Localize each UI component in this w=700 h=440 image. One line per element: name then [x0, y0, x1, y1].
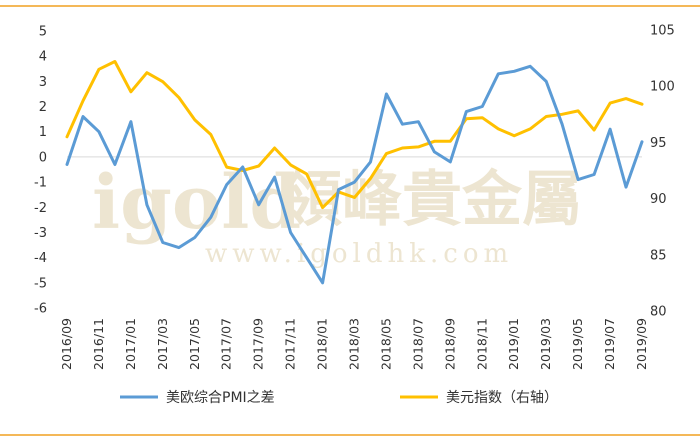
x-tick-label: 2019/01 — [506, 318, 521, 370]
left-tick-label: -6 — [34, 302, 47, 317]
x-tick-label: 2017/11 — [283, 318, 298, 370]
x-tick-label: 2017/09 — [251, 318, 266, 370]
x-tick-label: 2017/01 — [123, 318, 138, 370]
x-tick-label: 2016/09 — [59, 318, 74, 370]
watermark: igold 領峰貴金屬 www.igoldhk.com — [92, 160, 582, 269]
left-tick-label: 0 — [39, 150, 47, 165]
left-tick-label: 4 — [39, 50, 47, 65]
left-tick-label: 3 — [39, 75, 47, 90]
x-tick-label: 2019/09 — [634, 318, 649, 370]
x-tick-label: 2017/03 — [155, 318, 170, 370]
x-tick-label: 2018/03 — [347, 318, 362, 370]
x-tick-label: 2017/07 — [219, 318, 234, 370]
right-tick-label: 85 — [650, 248, 667, 263]
legend-item-usd-index: 美元指数（右轴） — [400, 390, 558, 406]
left-tick-label: 2 — [39, 100, 47, 115]
x-tick-label: 2018/09 — [442, 318, 457, 370]
legend-label: 美欧综合PMI之差 — [166, 390, 275, 406]
x-tick-label: 2019/07 — [602, 318, 617, 370]
left-tick-label: -4 — [34, 251, 47, 266]
x-tick-label: 2019/05 — [570, 318, 585, 370]
legend: 美欧综合PMI之差 美元指数（右轴） — [120, 390, 558, 406]
pmi-diff-series-line — [65, 64, 644, 285]
watermark-brand: 領峰貴金屬 — [282, 165, 582, 235]
left-tick-label: 1 — [39, 125, 47, 140]
series-layer — [65, 60, 644, 285]
usd-index-series-line — [65, 60, 644, 210]
left-tick-label: -1 — [34, 176, 47, 191]
left-axis-ticks: 5 4 3 2 1 0 -1 -2 -3 -4 -5 -6 — [34, 25, 47, 317]
watermark-logo: igold — [92, 160, 301, 246]
x-tick-label: 2018/07 — [410, 318, 425, 370]
x-tick-label: 2019/03 — [538, 318, 553, 370]
left-tick-label: -3 — [34, 226, 47, 241]
right-tick-label: 105 — [650, 24, 675, 39]
right-axis-ticks: 105 100 95 90 85 80 — [650, 24, 675, 320]
left-tick-label: 5 — [39, 25, 47, 40]
left-tick-label: -2 — [34, 201, 47, 216]
x-tick-label: 2018/11 — [474, 318, 489, 370]
x-tick-label: 2018/05 — [378, 318, 393, 370]
right-tick-label: 80 — [650, 305, 667, 320]
x-axis-ticks: 2016/09 2016/11 2017/01 2017/03 2017/05 2017/… — [59, 318, 649, 370]
watermark-url: www.igoldhk.com — [205, 239, 513, 269]
x-tick-label: 2017/05 — [187, 318, 202, 370]
right-tick-label: 90 — [650, 192, 667, 207]
right-tick-label: 95 — [650, 136, 667, 151]
left-tick-label: -5 — [34, 276, 47, 291]
right-tick-label: 100 — [650, 80, 675, 95]
x-tick-label: 2018/01 — [315, 318, 330, 370]
legend-label: 美元指数（右轴） — [446, 390, 558, 406]
legend-item-pmi-diff: 美欧综合PMI之差 — [120, 390, 275, 406]
x-tick-label: 2016/11 — [91, 318, 106, 370]
